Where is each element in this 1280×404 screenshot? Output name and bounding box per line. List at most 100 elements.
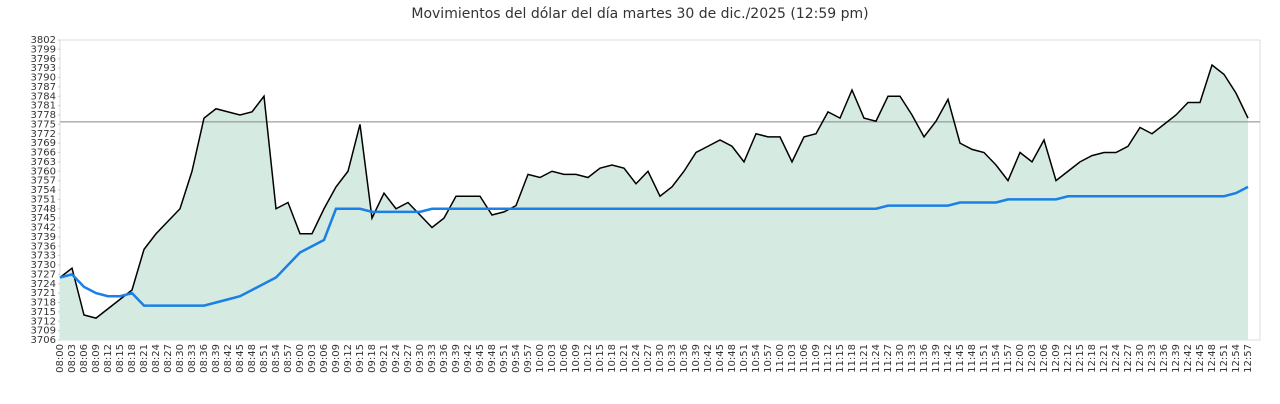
y-tick-label: 3772	[31, 129, 56, 140]
x-tick-label: 12:21	[1099, 344, 1110, 373]
y-tick-label: 3721	[31, 288, 56, 299]
x-tick-label: 08:54	[271, 344, 282, 373]
x-tick-label: 10:00	[535, 344, 546, 373]
x-tick-label: 11:27	[883, 344, 894, 373]
x-tick-label: 08:03	[67, 344, 78, 373]
x-tick-label: 11:42	[943, 344, 954, 373]
x-tick-label: 09:15	[355, 344, 366, 373]
x-tick-label: 09:27	[403, 344, 414, 373]
x-tick-label: 08:51	[259, 344, 270, 373]
x-tick-label: 08:36	[199, 344, 210, 373]
y-tick-label: 3760	[31, 166, 56, 177]
x-tick-label: 09:30	[415, 344, 426, 373]
x-tick-label: 12:09	[1051, 344, 1062, 373]
y-tick-label: 3790	[31, 73, 56, 84]
x-tick-label: 12:30	[1135, 344, 1146, 373]
x-tick-label: 11:03	[787, 344, 798, 373]
x-tick-label: 11:06	[799, 344, 810, 373]
x-tick-label: 08:21	[139, 344, 150, 373]
x-tick-label: 12:45	[1195, 344, 1206, 373]
x-tick-label: 10:21	[619, 344, 630, 373]
x-tick-label: 10:03	[547, 344, 558, 373]
y-tick-label: 3778	[31, 110, 56, 121]
x-tick-label: 09:51	[499, 344, 510, 373]
x-tick-label: 09:54	[511, 344, 522, 373]
x-tick-label: 11:36	[919, 344, 930, 373]
x-tick-label: 11:09	[811, 344, 822, 373]
x-tick-label: 09:09	[331, 344, 342, 373]
x-tick-label: 11:21	[859, 344, 870, 373]
x-tick-label: 08:18	[127, 344, 138, 373]
x-tick-label: 09:12	[343, 344, 354, 373]
y-tick-label: 3748	[31, 204, 56, 215]
x-tick-label: 08:30	[175, 344, 186, 373]
y-tick-label: 3769	[31, 138, 56, 149]
y-tick-label: 3724	[31, 279, 56, 290]
x-tick-label: 11:00	[775, 344, 786, 373]
y-tick-label: 3742	[31, 223, 56, 234]
x-tick-label: 12:00	[1015, 344, 1026, 373]
x-tick-label: 11:15	[835, 344, 846, 373]
x-tick-label: 11:12	[823, 344, 834, 373]
y-tick-label: 3796	[31, 54, 56, 65]
y-tick-label: 3793	[31, 63, 56, 74]
y-tick-label: 3781	[31, 101, 56, 112]
x-tick-label: 12:15	[1075, 344, 1086, 373]
x-tick-label: 08:48	[247, 344, 258, 373]
y-tick-label: 3751	[31, 194, 56, 205]
y-tick-label: 3715	[31, 307, 56, 318]
y-tick-label: 3730	[31, 260, 56, 271]
x-tick-label: 11:54	[991, 344, 1002, 373]
series-line	[59, 185, 1249, 307]
x-tick-label: 12:27	[1123, 344, 1134, 373]
x-tick-label: 11:48	[967, 344, 978, 373]
x-tick-label: 12:18	[1087, 344, 1098, 373]
x-tick-label: 11:39	[931, 344, 942, 373]
y-tick-label: 3727	[31, 269, 56, 280]
chart-title: Movimientos del dólar del día martes 30 …	[411, 6, 868, 22]
x-tick-label: 11:24	[871, 344, 882, 373]
x-tick-label: 10:15	[595, 344, 606, 373]
x-tick-label: 10:51	[739, 344, 750, 373]
x-tick-label: 08:12	[103, 344, 114, 373]
x-tick-label: 08:57	[283, 344, 294, 373]
x-tick-label: 08:24	[151, 344, 162, 373]
x-tick-label: 12:54	[1231, 344, 1242, 373]
x-tick-label: 08:09	[91, 344, 102, 373]
x-tick-label: 10:57	[763, 344, 774, 373]
x-tick-label: 09:36	[439, 344, 450, 373]
x-tick-label: 12:48	[1207, 344, 1218, 373]
x-tick-label: 10:54	[751, 344, 762, 373]
x-tick-label: 08:33	[187, 344, 198, 373]
x-tick-label: 10:27	[643, 344, 654, 373]
x-tick-label: 10:48	[727, 344, 738, 373]
x-tick-label: 09:21	[379, 344, 390, 373]
y-tick-label: 3712	[31, 316, 56, 327]
x-tick-label: 11:57	[1003, 344, 1014, 373]
x-tick-label: 12:39	[1171, 344, 1182, 373]
x-tick-label: 09:24	[391, 344, 402, 373]
x-tick-label: 08:15	[115, 344, 126, 373]
x-tick-label: 12:03	[1027, 344, 1038, 373]
x-tick-label: 10:36	[679, 344, 690, 373]
x-tick-label: 11:18	[847, 344, 858, 373]
x-tick-label: 12:57	[1243, 344, 1254, 373]
x-tick-label: 10:39	[691, 344, 702, 373]
y-tick-label: 3763	[31, 157, 56, 168]
y-tick-label: 3739	[31, 232, 56, 243]
x-tick-label: 08:42	[223, 344, 234, 373]
y-tick-label: 3736	[31, 241, 56, 252]
x-tick-label: 10:30	[655, 344, 666, 373]
y-tick-label: 3802	[31, 35, 56, 46]
x-tick-label: 08:39	[211, 344, 222, 373]
x-tick-label: 08:45	[235, 344, 246, 373]
x-tick-label: 11:45	[955, 344, 966, 373]
y-tick-label: 3733	[31, 251, 56, 262]
x-tick-label: 09:00	[295, 344, 306, 373]
y-tick-label: 3799	[31, 44, 56, 55]
x-tick-label: 09:18	[367, 344, 378, 373]
x-tick-label: 08:06	[79, 344, 90, 373]
y-tick-label: 3745	[31, 213, 56, 224]
x-tick-label: 12:51	[1219, 344, 1230, 373]
